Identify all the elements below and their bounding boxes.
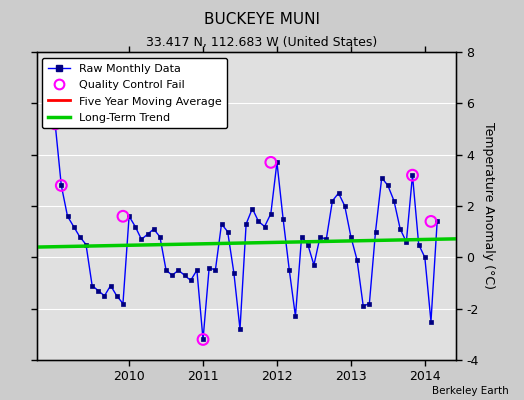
Text: Berkeley Earth: Berkeley Earth	[432, 386, 508, 396]
Point	[199, 336, 207, 343]
Legend: Raw Monthly Data, Quality Control Fail, Five Year Moving Average, Long-Term Tren: Raw Monthly Data, Quality Control Fail, …	[42, 58, 227, 128]
Text: BUCKEYE MUNI: BUCKEYE MUNI	[204, 12, 320, 27]
Point	[267, 159, 275, 166]
Point	[51, 121, 59, 127]
Point	[427, 218, 435, 225]
Y-axis label: Temperature Anomaly (°C): Temperature Anomaly (°C)	[482, 122, 495, 290]
Point	[57, 182, 66, 189]
Point	[119, 213, 127, 220]
Text: 33.417 N, 112.683 W (United States): 33.417 N, 112.683 W (United States)	[146, 36, 378, 49]
Point	[408, 172, 417, 178]
